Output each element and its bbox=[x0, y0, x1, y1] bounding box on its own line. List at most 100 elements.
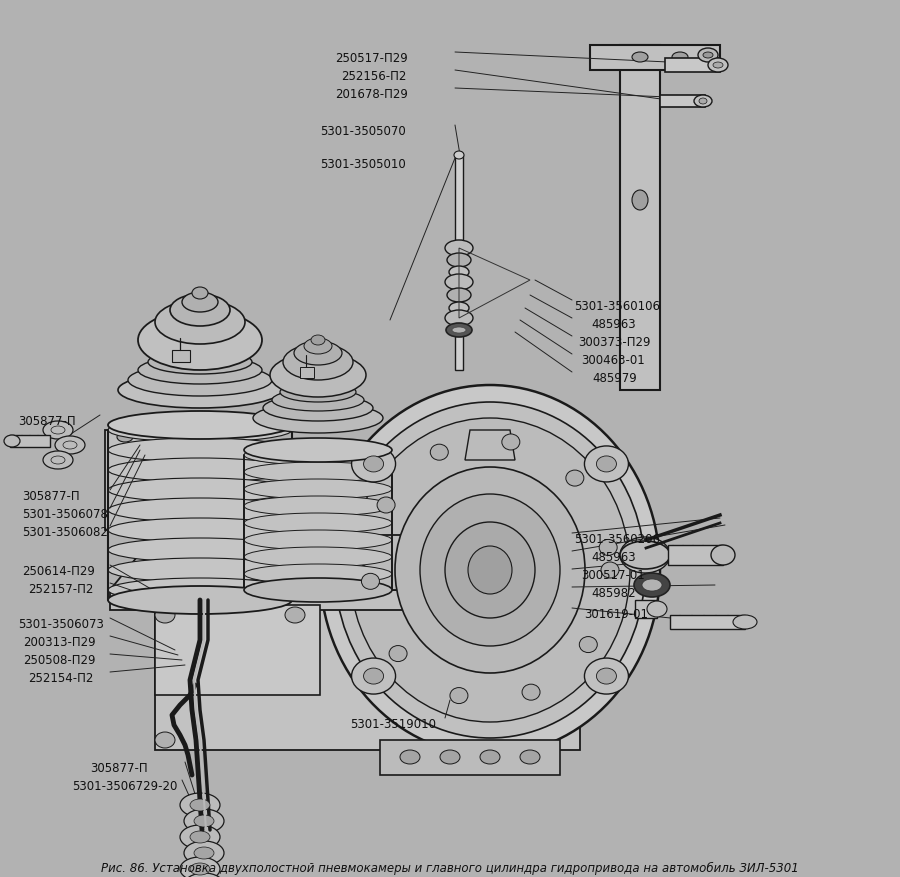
Ellipse shape bbox=[108, 478, 292, 502]
Text: 305877-П: 305877-П bbox=[22, 490, 79, 503]
Ellipse shape bbox=[480, 750, 500, 764]
Ellipse shape bbox=[352, 658, 396, 694]
Ellipse shape bbox=[283, 344, 353, 380]
Ellipse shape bbox=[632, 52, 648, 62]
Ellipse shape bbox=[364, 668, 383, 684]
Text: 250517-П29: 250517-П29 bbox=[335, 52, 408, 65]
Ellipse shape bbox=[446, 323, 472, 337]
Ellipse shape bbox=[597, 668, 617, 684]
Ellipse shape bbox=[620, 537, 670, 573]
Ellipse shape bbox=[244, 530, 392, 550]
Text: 301619-01: 301619-01 bbox=[584, 608, 648, 621]
Ellipse shape bbox=[450, 688, 468, 703]
Ellipse shape bbox=[420, 494, 560, 646]
Ellipse shape bbox=[43, 451, 73, 469]
Ellipse shape bbox=[599, 539, 617, 555]
Bar bbox=[455, 335, 463, 370]
Polygon shape bbox=[465, 430, 515, 460]
Ellipse shape bbox=[118, 372, 282, 408]
Ellipse shape bbox=[280, 382, 356, 402]
Ellipse shape bbox=[364, 456, 383, 472]
Text: 252154-П2: 252154-П2 bbox=[28, 672, 94, 685]
Ellipse shape bbox=[244, 462, 392, 482]
Ellipse shape bbox=[108, 458, 292, 482]
Text: 200313-П29: 200313-П29 bbox=[23, 636, 95, 649]
Ellipse shape bbox=[108, 538, 292, 562]
Ellipse shape bbox=[449, 302, 469, 314]
Ellipse shape bbox=[180, 825, 220, 849]
Polygon shape bbox=[155, 605, 320, 695]
Ellipse shape bbox=[584, 446, 628, 482]
Bar bbox=[670, 615, 745, 629]
Bar bbox=[660, 95, 705, 107]
Ellipse shape bbox=[445, 522, 535, 618]
Bar bbox=[10, 435, 50, 447]
Text: 5301-3505070: 5301-3505070 bbox=[320, 125, 406, 138]
Ellipse shape bbox=[440, 750, 460, 764]
Text: 485979: 485979 bbox=[592, 372, 637, 385]
Ellipse shape bbox=[117, 432, 133, 442]
Ellipse shape bbox=[449, 266, 469, 278]
Ellipse shape bbox=[155, 300, 245, 344]
Ellipse shape bbox=[55, 436, 85, 454]
Ellipse shape bbox=[642, 579, 662, 591]
Text: 5301-3505010: 5301-3505010 bbox=[320, 158, 406, 171]
Text: 252156-П2: 252156-П2 bbox=[341, 70, 407, 83]
Ellipse shape bbox=[138, 356, 262, 384]
Ellipse shape bbox=[184, 841, 224, 865]
Text: 305877-П: 305877-П bbox=[90, 762, 148, 775]
Ellipse shape bbox=[395, 467, 585, 673]
Ellipse shape bbox=[182, 292, 218, 312]
Ellipse shape bbox=[703, 52, 717, 62]
Text: 5301-3506729-20: 5301-3506729-20 bbox=[72, 780, 177, 793]
Text: 485963: 485963 bbox=[591, 551, 635, 564]
Ellipse shape bbox=[244, 496, 392, 516]
Ellipse shape bbox=[311, 335, 325, 345]
Ellipse shape bbox=[643, 547, 667, 563]
Text: 201678-П29: 201678-П29 bbox=[335, 88, 408, 101]
Text: 300463-01: 300463-01 bbox=[581, 354, 644, 367]
Ellipse shape bbox=[597, 456, 617, 472]
Ellipse shape bbox=[445, 240, 473, 256]
Polygon shape bbox=[172, 350, 190, 362]
Ellipse shape bbox=[285, 607, 305, 623]
Ellipse shape bbox=[253, 403, 383, 433]
Ellipse shape bbox=[620, 541, 670, 569]
Ellipse shape bbox=[263, 395, 373, 421]
Polygon shape bbox=[155, 605, 580, 750]
Ellipse shape bbox=[601, 562, 619, 578]
Text: 485963: 485963 bbox=[591, 318, 635, 331]
Text: 250508-П29: 250508-П29 bbox=[23, 654, 95, 667]
Ellipse shape bbox=[389, 645, 407, 661]
Ellipse shape bbox=[304, 338, 332, 354]
Ellipse shape bbox=[155, 607, 175, 623]
Ellipse shape bbox=[184, 873, 224, 877]
Ellipse shape bbox=[430, 444, 448, 460]
Ellipse shape bbox=[733, 615, 757, 629]
Ellipse shape bbox=[162, 432, 178, 442]
Ellipse shape bbox=[711, 545, 735, 565]
Ellipse shape bbox=[148, 350, 252, 374]
Ellipse shape bbox=[400, 750, 420, 764]
Ellipse shape bbox=[454, 151, 464, 159]
Ellipse shape bbox=[632, 190, 648, 210]
Ellipse shape bbox=[190, 831, 210, 843]
Ellipse shape bbox=[377, 497, 395, 513]
Ellipse shape bbox=[362, 574, 380, 589]
Ellipse shape bbox=[447, 288, 471, 302]
Polygon shape bbox=[110, 590, 555, 610]
Ellipse shape bbox=[128, 364, 272, 396]
Ellipse shape bbox=[647, 601, 667, 617]
Bar bbox=[635, 600, 657, 618]
Ellipse shape bbox=[244, 438, 392, 462]
Text: Рис. 86. Установка двухполостной пневмокамеры и главного цилиндра гидропривода н: Рис. 86. Установка двухполостной пневмок… bbox=[101, 862, 799, 875]
Text: 485982: 485982 bbox=[591, 587, 635, 600]
Ellipse shape bbox=[194, 815, 214, 827]
Polygon shape bbox=[590, 45, 720, 70]
Ellipse shape bbox=[580, 637, 598, 652]
Ellipse shape bbox=[468, 546, 512, 594]
Text: 300517-01: 300517-01 bbox=[581, 569, 644, 582]
Ellipse shape bbox=[294, 341, 342, 365]
Ellipse shape bbox=[194, 847, 214, 859]
Ellipse shape bbox=[244, 445, 392, 465]
